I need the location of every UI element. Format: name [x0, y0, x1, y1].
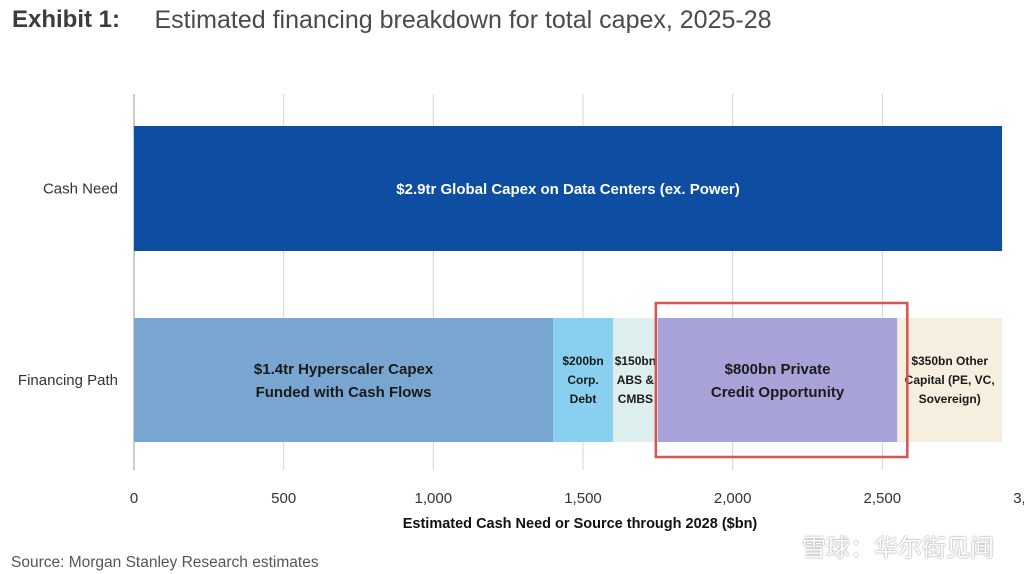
data-label: Funded with Cash Flows: [256, 384, 432, 401]
data-label: Sovereign): [919, 392, 981, 406]
data-label: $1.4tr Hyperscaler Capex: [254, 361, 434, 378]
data-label: $200bn: [562, 354, 603, 368]
bar-segment: [897, 318, 1003, 442]
data-label: Credit Opportunity: [711, 384, 845, 401]
chart-header: Exhibit 1: Estimated financing breakdown…: [12, 4, 772, 38]
data-label: Capital (PE, VC,: [905, 373, 995, 387]
x-tick-label: 3,000: [1013, 490, 1024, 507]
watermark: 雪球：华尔街见闻: [802, 534, 994, 562]
bar-segment: [657, 318, 898, 442]
bar-segment: [553, 318, 613, 442]
bar-segment: [612, 318, 658, 442]
exhibit-label: Exhibit 1:: [12, 6, 121, 33]
x-tick-label: 2,000: [714, 490, 752, 507]
data-label: $350bn Other: [911, 354, 988, 368]
data-label: Corp.: [567, 373, 598, 387]
x-tick-label: 0: [130, 490, 138, 507]
data-label: CMBS: [618, 392, 653, 406]
bar-segment: [134, 318, 554, 442]
x-tick-label: 1,000: [415, 490, 453, 507]
highlight-box: [654, 301, 909, 459]
category-label: Cash Need: [43, 181, 118, 198]
x-tick-label: 2,500: [864, 490, 902, 507]
source-note: Source: Morgan Stanley Research estimate…: [11, 554, 319, 571]
data-label: $150bn: [615, 354, 656, 368]
data-label: Debt: [570, 392, 597, 406]
x-axis-title: Estimated Cash Need or Source through 20…: [403, 516, 758, 532]
data-label: $2.9tr Global Capex on Data Centers (ex.…: [396, 181, 739, 198]
x-tick-label: 500: [271, 490, 296, 507]
data-label: ABS &: [617, 373, 655, 387]
bar-segment: [134, 126, 1003, 251]
x-tick-label: 1,500: [564, 490, 602, 507]
data-label: $800bn Private: [725, 361, 831, 378]
chart-title: Estimated financing breakdown for total …: [154, 6, 772, 34]
category-label: Financing Path: [18, 372, 118, 389]
